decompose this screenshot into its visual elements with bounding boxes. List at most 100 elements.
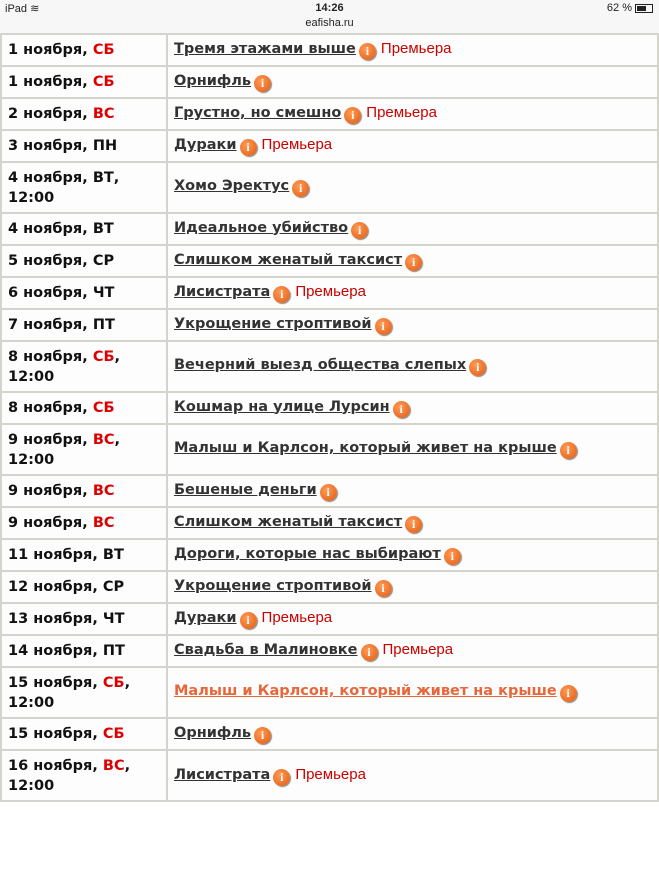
date-cell: 1 ноября, СБ [0,33,168,67]
show-link[interactable]: Укрощение строптивой [174,315,372,332]
time-text: 12:00 [8,368,55,385]
date-text: 9 ноября, [8,483,93,499]
battery-icon [635,3,653,13]
info-icon[interactable]: i [358,43,376,60]
table-row: 9 ноября, ВС Слишком женатый таксист i [0,506,659,540]
info-icon[interactable]: i [292,180,310,197]
info-icon[interactable]: i [405,253,423,271]
table-row: 16 ноября, ВС, 12:00 Лисистрата i Премьера [0,749,659,802]
date-cell: 1 ноября, СБ [0,65,168,99]
info-icon[interactable]: i [319,483,337,501]
table-row: 12 ноября, СР Укрощение строптивой i [0,570,659,604]
info-icon[interactable]: i [443,547,461,565]
time-text: 12:00 [8,694,55,711]
show-cell: Слишком женатый таксист i [166,506,659,540]
show-cell: Укрощение строптивой i [166,308,659,342]
info-icon[interactable]: i [254,74,272,92]
show-cell: Орнифль i [166,65,659,99]
show-link[interactable]: Дороги, которые нас выбирают [174,545,441,562]
date-text: 5 ноября, [8,253,93,269]
date-cell: 13 ноября, ЧТ [0,602,168,636]
show-cell: Тремя этажами выше i Премьера [166,33,659,67]
info-icon[interactable]: i [374,579,392,597]
show-link[interactable]: Лисистрата [174,766,271,783]
info-icon[interactable]: i [351,221,369,239]
show-link[interactable]: Тремя этажами выше [174,41,356,57]
info-icon[interactable]: i [392,400,410,418]
weekday: ВС [92,483,115,499]
date-cell: 8 ноября, СБ, 12:00 [0,340,168,393]
show-link[interactable]: Орнифль [174,724,252,741]
info-icon[interactable]: i [374,317,392,335]
show-link[interactable]: Бешеные деньги [174,481,317,498]
weekday: ВТ [102,547,124,563]
show-link[interactable]: Лисистрата [174,284,271,300]
weekday: СБ [102,726,125,742]
show-link[interactable]: Хомо Эректус [174,178,290,194]
url-label[interactable]: eafisha.ru [305,17,354,29]
date-text: 8 ноября, [8,348,93,365]
weekday: СБ [102,674,125,691]
info-icon[interactable]: i [405,515,423,533]
show-link[interactable]: Идеальное убийство [174,219,349,236]
show-link[interactable]: Укрощение строптивой [174,577,372,594]
info-icon[interactable]: i [559,442,577,459]
info-icon[interactable]: i [273,768,291,786]
date-cell: 2 ноября, ВС [0,97,168,131]
info-icon[interactable]: i [273,286,291,303]
show-cell: Идеальное убийство i [166,212,659,246]
show-cell: Укрощение строптивой i [166,570,659,604]
show-cell: Лисистрата i Премьера [166,276,659,310]
show-link[interactable]: Вечерний выезд общества слепых [174,357,467,373]
show-cell: Кошмар на улице Лурсин i [166,391,659,425]
premiere-label: Премьера [380,40,452,57]
table-row: 9 ноября, ВС, 12:00 Малыш и Карлсон, котор… [0,423,659,476]
weekday: ВС [92,515,115,531]
table-row: 1 ноября, СБ Орнифль i [0,65,659,99]
table-row: 1 ноября, СБ Тремя этажами выше i Премьера [0,33,659,67]
date-cell: 7 ноября, ПТ [0,308,168,342]
show-link[interactable]: Слишком женатый таксист [174,251,403,268]
date-cell: 16 ноября, ВС, 12:00 [0,749,168,802]
show-link[interactable]: Орнифль [174,72,252,89]
weekday: СБ [92,348,115,365]
date-text: 9 ноября, [8,515,93,531]
time-text: 12:00 [8,777,55,794]
table-row: 14 ноября, ПТ Свадьба в Малиновке i Премьер… [0,634,659,668]
date-cell: 4 ноября, ВТ [0,212,168,246]
info-icon[interactable]: i [360,644,378,661]
info-icon[interactable]: i [344,107,362,124]
weekday: ВТ [92,221,114,237]
date-cell: 15 ноября, СБ [0,717,168,751]
date-cell: 9 ноября, ВС [0,506,168,540]
show-link[interactable]: Дураки [174,610,237,626]
show-link[interactable]: Грустно, но смешно [174,105,342,121]
wifi-icon: ≋ [30,3,40,15]
date-text: 3 ноября, [8,138,93,154]
date-text: 4 ноября, [8,169,93,186]
date-cell: 9 ноября, ВС [0,474,168,508]
clock: 14:26 [315,2,344,14]
weekday: ВС [92,106,115,122]
date-text: 6 ноября, [8,285,93,301]
info-icon[interactable]: i [559,685,577,702]
info-icon[interactable]: i [239,612,257,629]
weekday: СБ [92,74,115,90]
show-link[interactable]: Дураки [174,137,237,153]
info-icon[interactable]: i [469,359,487,376]
show-link[interactable]: Свадьба в Малиновке [174,642,358,658]
info-icon[interactable]: i [254,726,272,744]
table-row: 13 ноября, ЧТ Дураки i Премьера [0,602,659,636]
premiere-label: Премьера [295,283,366,300]
date-text: 1 ноября, [8,74,93,90]
weekday: ПТ [92,317,115,333]
table-row: 8 ноября, СБ Кошмар на улице Лурсин i [0,391,659,425]
show-link[interactable]: Малыш и Карлсон, который живет на крыше [174,440,557,456]
show-link[interactable]: Малыш и Карлсон, который живет на крыше [174,683,557,699]
show-cell: Малыш и Карлсон, который живет на крыше i [166,666,659,719]
date-cell: 8 ноября, СБ [0,391,168,425]
table-row: 11 ноября, ВТ Дороги, которые нас выбираю… [0,538,659,572]
show-link[interactable]: Слишком женатый таксист [174,513,403,530]
show-link[interactable]: Кошмар на улице Лурсин [174,398,390,415]
info-icon[interactable]: i [239,139,257,156]
